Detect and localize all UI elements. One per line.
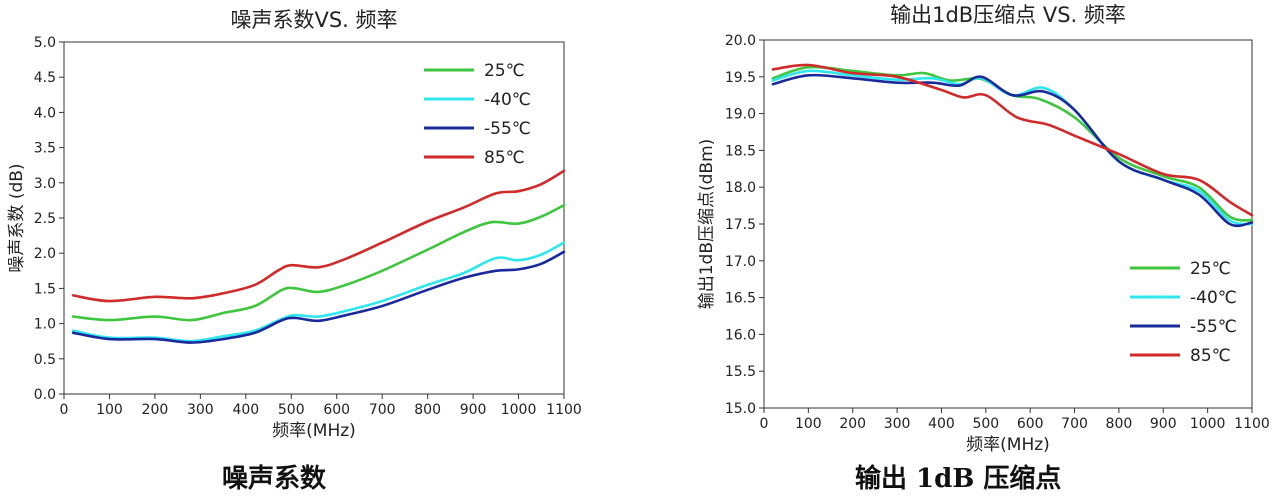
legend-label: 85℃ (1190, 346, 1231, 366)
x-tick-label: 1100 (1234, 416, 1270, 432)
y-tick-label: 5.0 (34, 35, 56, 51)
y-tick-label: 16.0 (725, 327, 756, 343)
x-tick-label: 0 (60, 402, 69, 418)
y-tick-label: 18.5 (725, 143, 756, 159)
y-tick-label: 1.5 (34, 281, 56, 297)
x-tick-label: 500 (972, 416, 999, 432)
legend-label: 85℃ (484, 148, 525, 168)
x-tick-label: 100 (795, 416, 822, 432)
series-line (71, 250, 566, 344)
chart-panel-noise-figure: 噪声系数VS. 频率 0 100 200 300 400 500 600 700 800 900 10… (0, 0, 620, 458)
y-tick-label: 19.5 (725, 70, 756, 86)
y-tick-label: 2.5 (34, 211, 56, 227)
y-tick-label: 3.5 (34, 141, 56, 157)
x-tick-label: 800 (414, 402, 441, 418)
p1db-chart: 输出1dB压缩点 VS. 频率 0 100 200 300 400 500 600 700 800… (697, 3, 1270, 455)
x-tick-label: 900 (1150, 416, 1177, 432)
x-tick-label: 200 (142, 402, 169, 418)
x-tick-label: 700 (369, 402, 396, 418)
x-tick-label: 300 (884, 416, 911, 432)
series-line (771, 73, 1254, 228)
y-tick-label: 1.0 (34, 317, 56, 333)
y-tick-label: 2.0 (34, 246, 56, 262)
legend-label: 25℃ (1190, 259, 1231, 279)
series-line (71, 204, 566, 322)
y-tick-label: 18.0 (725, 180, 756, 196)
y-tick-label: 3.0 (34, 176, 56, 192)
x-tick-label: 1000 (1190, 416, 1226, 432)
y-axis-label: 输出1dB压缩点(dBm) (697, 139, 717, 310)
x-tick-label: 1100 (546, 402, 582, 418)
plot-frame (763, 39, 1253, 409)
legend-label: -40℃ (484, 90, 531, 110)
caption-noise-figure: 噪声系数 (222, 464, 327, 494)
x-tick-label: 400 (232, 402, 259, 418)
y-tick-label: 4.0 (34, 105, 56, 121)
chart-title: 输出1dB压缩点 VS. 频率 (890, 3, 1126, 27)
y-tick-label: 0.5 (34, 352, 56, 368)
x-tick-label: 300 (187, 402, 214, 418)
x-tick-label: 900 (460, 402, 487, 418)
caption-p1db: 输出 1dB 压缩点 (855, 464, 1062, 494)
x-axis-label: 频率(MHz) (966, 435, 1050, 455)
legend-label: -40℃ (1190, 288, 1237, 308)
series-line (71, 169, 566, 303)
x-tick-label: 600 (1017, 416, 1044, 432)
y-tick-label: 15.5 (725, 364, 756, 380)
y-tick-label: 17.0 (725, 254, 756, 270)
x-tick-label: 600 (323, 402, 350, 418)
y-tick-label: 0.0 (34, 387, 56, 403)
x-tick-label: 1000 (501, 402, 537, 418)
legend-label: -55℃ (1190, 317, 1237, 337)
y-tick-label: 19.0 (725, 107, 756, 123)
x-tick-label: 400 (928, 416, 955, 432)
y-axis-label: 噪声系数 (dB) (7, 163, 27, 272)
x-tick-label: 800 (1106, 416, 1133, 432)
legend-label: 25℃ (484, 61, 525, 81)
series-line (771, 69, 1254, 226)
x-axis-label: 频率(MHz) (272, 421, 356, 441)
x-tick-label: 200 (839, 416, 866, 432)
series-line (771, 65, 1254, 222)
y-tick-label: 20.0 (725, 33, 756, 49)
y-tick-label: 17.5 (725, 217, 756, 233)
x-tick-label: 700 (1061, 416, 1088, 432)
noise-figure-chart: 噪声系数VS. 频率 0 100 200 300 400 500 600 700 800 900 10… (7, 8, 582, 441)
y-tick-label: 16.5 (725, 291, 756, 307)
x-tick-label: 0 (760, 416, 769, 432)
chart-title: 噪声系数VS. 频率 (230, 8, 397, 32)
series-line (771, 63, 1254, 217)
y-tick-label: 15.0 (725, 401, 756, 417)
x-tick-label: 100 (96, 402, 123, 418)
y-tick-label: 4.5 (34, 70, 56, 86)
legend-label: -55℃ (484, 119, 531, 139)
chart-panel-p1db: 输出1dB压缩点 VS. 频率 0 100 200 300 400 500 600 700 800… (660, 0, 1280, 458)
x-tick-label: 500 (278, 402, 305, 418)
